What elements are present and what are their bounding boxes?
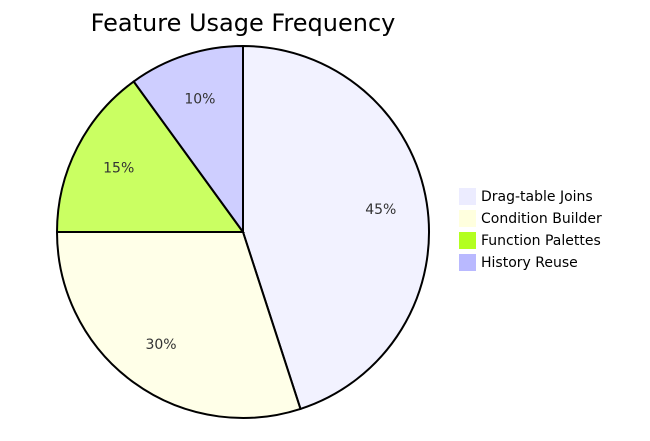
legend-swatch bbox=[459, 254, 476, 271]
legend-swatch bbox=[459, 210, 476, 227]
slice-label: 45% bbox=[365, 202, 396, 218]
legend-swatch bbox=[459, 232, 476, 249]
legend-text: Condition Builder bbox=[481, 211, 602, 227]
pie-slice bbox=[55, 231, 302, 419]
legend-text: History Reuse bbox=[481, 255, 578, 271]
legend-text: Function Palettes bbox=[481, 233, 601, 249]
slice-label: 15% bbox=[103, 161, 134, 177]
pie-slice bbox=[132, 44, 244, 236]
slice-label: 30% bbox=[145, 337, 176, 353]
pie-slice bbox=[55, 80, 245, 233]
chart-title: Feature Usage Frequency bbox=[91, 9, 396, 37]
legend-swatch bbox=[459, 188, 476, 205]
slice-label: 10% bbox=[184, 91, 215, 107]
pie-slice bbox=[242, 44, 430, 411]
legend-text: Drag-table Joins bbox=[481, 189, 593, 205]
